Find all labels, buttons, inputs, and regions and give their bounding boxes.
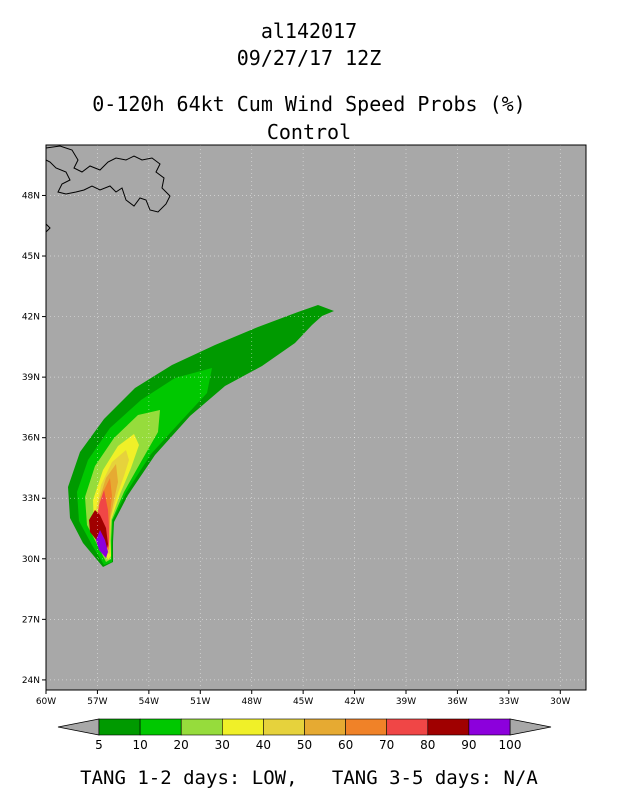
colorbar-level-label: 80 xyxy=(420,738,435,752)
colorbar-over-arrow xyxy=(509,718,552,736)
lat-tick-label: 45N xyxy=(22,252,40,262)
product-title: 0-120h 64kt Cum Wind Speed Probs (%) xyxy=(92,92,526,116)
lat-lon-grid xyxy=(46,145,586,690)
colorbar-level-label: 50 xyxy=(297,738,312,752)
lat-tick-label: 30N xyxy=(22,555,40,565)
colorbar-level-label: 40 xyxy=(256,738,271,752)
colorbar-swatch xyxy=(222,718,264,736)
probability-colorbar: 5 10 20 30 40 50 60 70 80 90 100 xyxy=(57,718,552,752)
lat-tick-label: 48N xyxy=(22,191,40,201)
lon-tick-label: 60W xyxy=(36,697,56,707)
longitude-ticks: 60W 57W 54W 51W 48W 45W 42W 39W 36W 33W 30W xyxy=(36,690,571,707)
tang-3-5-label: TANG 3-5 days: xyxy=(331,767,493,789)
lon-tick-label: 51W xyxy=(190,697,210,707)
swath-90pct xyxy=(96,530,108,558)
colorbar-level-label: 5 xyxy=(95,738,103,752)
lat-tick-label: 24N xyxy=(22,676,40,686)
lon-tick-label: 42W xyxy=(344,697,364,707)
colorbar-swatch xyxy=(98,718,141,736)
colorbar-swatch xyxy=(386,718,429,736)
colorbar-level-label: 30 xyxy=(215,738,230,752)
lon-tick-label: 30W xyxy=(550,697,570,707)
lat-tick-label: 42N xyxy=(22,313,40,323)
colorbar-swatch xyxy=(468,718,511,736)
lon-tick-label: 48W xyxy=(242,697,262,707)
tang-status: TANG 1-2 days: LOW, TANG 3-5 days: N/A xyxy=(0,767,618,789)
probability-map: 60W 57W 54W 51W 48W 45W 42W 39W 36W 33W 30W 24N 27N… xyxy=(22,144,587,752)
lon-tick-label: 33W xyxy=(499,697,519,707)
colorbar-level-label: 100 xyxy=(499,738,522,752)
newfoundland-coastline xyxy=(45,145,171,233)
storm-id: al142017 xyxy=(260,19,358,43)
lon-tick-label: 57W xyxy=(87,697,107,707)
colorbar-swatch xyxy=(427,718,470,736)
tang-1-2-value: LOW, xyxy=(251,767,298,789)
colorbar-swatch xyxy=(345,718,388,736)
lon-tick-label: 45W xyxy=(293,697,313,707)
latitude-ticks: 24N 27N 30N 33N 36N 39N 42N 45N 48N xyxy=(22,191,46,686)
forecast-datetime: 09/27/17 12Z xyxy=(236,46,382,70)
colorbar-swatch xyxy=(263,718,305,736)
tang-3-5-value: N/A xyxy=(503,767,538,789)
lon-tick-label: 39W xyxy=(396,697,416,707)
lat-tick-label: 27N xyxy=(22,615,40,625)
map-frame xyxy=(45,144,587,691)
colorbar-swatch xyxy=(304,718,346,736)
colorbar-under-arrow xyxy=(57,718,100,736)
colorbar-level-label: 90 xyxy=(461,738,476,752)
colorbar-level-label: 60 xyxy=(338,738,353,752)
probability-swath xyxy=(68,305,334,567)
colorbar-swatch xyxy=(180,718,223,736)
colorbar-level-label: 20 xyxy=(174,738,189,752)
lat-tick-label: 33N xyxy=(22,494,40,504)
lon-tick-label: 54W xyxy=(139,697,159,707)
colorbar-level-label: 10 xyxy=(132,738,147,752)
colorbar-swatch xyxy=(139,718,182,736)
lat-tick-label: 36N xyxy=(22,434,40,444)
colorbar-level-label: 70 xyxy=(379,738,394,752)
tang-1-2-label: TANG 1-2 days: xyxy=(80,767,241,789)
run-subtitle: Control xyxy=(266,120,352,144)
lon-tick-label: 36W xyxy=(447,697,467,707)
lat-tick-label: 39N xyxy=(22,373,40,383)
